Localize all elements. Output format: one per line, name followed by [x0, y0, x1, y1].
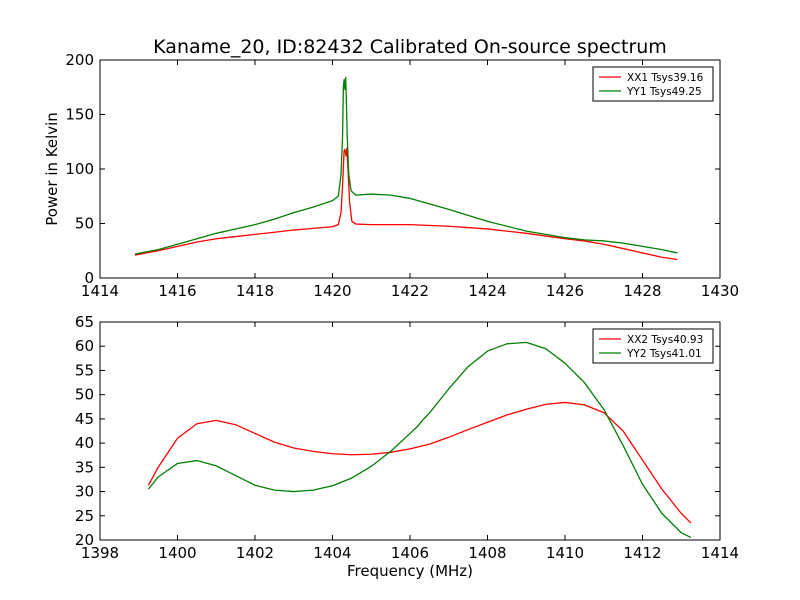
y-tick-label: 50: [75, 215, 94, 233]
y-tick-label: 35: [75, 458, 94, 476]
legend: XX1 Tsys39.16 YY1 Tsys49.25: [592, 66, 714, 102]
x-tick-label: 1430: [701, 282, 739, 300]
x-tick-label: 1404: [313, 544, 351, 562]
x-tick-label: 1402: [236, 544, 274, 562]
x-tick-label: 1408: [468, 544, 506, 562]
x-tick-label: 1422: [391, 282, 429, 300]
legend-box: [592, 328, 714, 364]
y-tick-label: 45: [75, 410, 94, 428]
x-tick-label: 1416: [158, 282, 196, 300]
legend: XX2 Tsys40.93 YY2 Tsys41.01: [592, 328, 714, 364]
legend-label-1: XX2 Tsys40.93: [627, 334, 703, 346]
x-axis-label: Frequency (MHz): [347, 562, 473, 580]
x-tick-label: 1406: [391, 544, 429, 562]
series-line-2: [134, 76, 678, 255]
legend-label-2: YY1 Tsys49.25: [626, 86, 702, 98]
y-tick-label: 100: [65, 160, 94, 178]
y-tick-label: 0: [84, 269, 94, 287]
y-tick-label: 60: [75, 337, 94, 355]
y-axis-label: Power in Kelvin: [43, 112, 61, 226]
y-tick-label: 50: [75, 386, 94, 404]
x-tick-label: 1418: [236, 282, 274, 300]
top-spectrum-panel: 1414 1416 1418 1420 1422 1424 1426 1428 1430 0 50 1…: [65, 51, 739, 300]
y-tick-label: 30: [75, 483, 94, 501]
y-tick-label: 55: [75, 361, 94, 379]
y-tick-label: 40: [75, 434, 94, 452]
x-tick-label: 1400: [158, 544, 196, 562]
y-tick-label: 25: [75, 507, 94, 525]
legend-label-2: YY2 Tsys41.01: [626, 348, 702, 360]
x-tick-label: 1410: [546, 544, 584, 562]
x-tick-label: 1428: [623, 282, 661, 300]
y-tick-label: 200: [65, 51, 94, 69]
x-tick-label: 1426: [546, 282, 584, 300]
y-tick-label: 150: [65, 106, 94, 124]
x-tick-label: 1420: [313, 282, 351, 300]
series-line-1: [134, 147, 678, 261]
x-tick-label: 1424: [468, 282, 506, 300]
x-tick-label: 1414: [81, 282, 119, 300]
bottom-spectrum-panel: 1398 1400 1402 1404 1406 1408 1410 1412 1414 20 25…: [75, 313, 739, 562]
x-tick-label: 1412: [623, 544, 661, 562]
y-tick-label: 20: [75, 531, 94, 549]
x-tick-label: 1414: [701, 544, 739, 562]
x-tick-label: 1398: [81, 544, 119, 562]
legend-box: [592, 66, 714, 102]
figure-title: Kaname_20, ID:82432 Calibrated On-source…: [153, 36, 667, 58]
y-tick-label: 65: [75, 313, 94, 331]
series-line-2: [147, 341, 692, 539]
legend-label-1: XX1 Tsys39.16: [627, 72, 704, 84]
